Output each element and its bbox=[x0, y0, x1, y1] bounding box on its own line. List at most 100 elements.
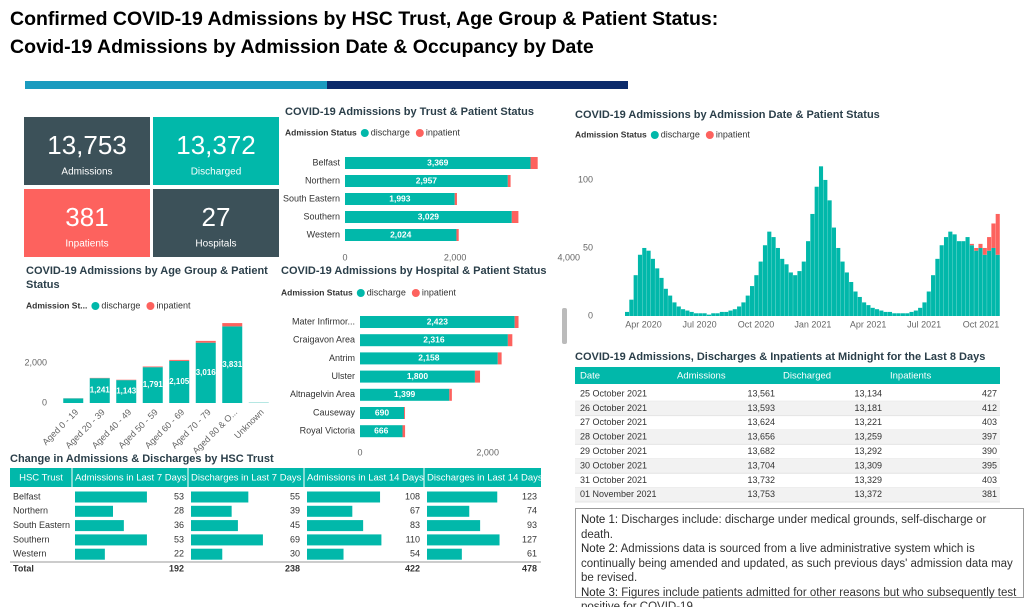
x-tick-label: 2,000 bbox=[444, 252, 467, 262]
note-label: Note 1: bbox=[581, 514, 619, 526]
cell-value: 30 October 2021 bbox=[580, 460, 647, 470]
bar-segment bbox=[681, 309, 686, 316]
legend-label: discharge bbox=[371, 127, 410, 137]
column-header: Date bbox=[580, 371, 600, 382]
cell-value: 13,309 bbox=[854, 460, 882, 470]
bar-segment bbox=[926, 291, 931, 316]
bar-segment bbox=[991, 223, 996, 248]
bar-segment bbox=[685, 310, 690, 316]
note-label: Note 3: bbox=[581, 586, 619, 599]
bar-segment bbox=[840, 261, 845, 316]
bar-segment bbox=[935, 258, 940, 316]
bar-segment bbox=[637, 254, 643, 316]
bar-segment bbox=[404, 407, 406, 419]
cell-value: 55 bbox=[290, 491, 300, 501]
row-label: Western bbox=[13, 549, 46, 559]
scrollbar[interactable] bbox=[562, 308, 567, 344]
bar-segment bbox=[142, 366, 163, 368]
cell-value: 397 bbox=[982, 432, 997, 442]
bar-segment bbox=[345, 175, 508, 187]
bar-segment bbox=[762, 245, 768, 316]
bar-segment bbox=[827, 200, 832, 316]
x-tick-label: Jan 2021 bbox=[794, 319, 831, 329]
y-tick-label: 0 bbox=[42, 397, 47, 407]
cell-value: 39 bbox=[290, 506, 300, 516]
data-label: 666 bbox=[374, 425, 388, 435]
bar-segment bbox=[849, 281, 854, 316]
bar-segment bbox=[629, 299, 634, 316]
kpi-value: 27 bbox=[202, 202, 231, 232]
bar-segment bbox=[345, 229, 457, 241]
data-label: 2,423 bbox=[427, 316, 449, 326]
bar-segment bbox=[689, 311, 694, 316]
data-bar bbox=[307, 534, 382, 546]
data-bar bbox=[307, 491, 381, 503]
bar-segment bbox=[982, 254, 987, 316]
bar-segment bbox=[497, 352, 502, 365]
data-label: 3,831 bbox=[222, 360, 243, 369]
cell-value: 412 bbox=[982, 403, 997, 413]
row-band bbox=[575, 430, 1000, 445]
cell-value: 13,561 bbox=[747, 388, 775, 398]
data-label: 690 bbox=[375, 407, 389, 417]
kpi-card bbox=[153, 117, 279, 185]
bar-segment bbox=[663, 288, 668, 316]
page-title: Confirmed COVID-19 Admissions by HSC Tru… bbox=[10, 8, 718, 30]
bar-segment bbox=[883, 311, 888, 316]
data-label: 2,316 bbox=[423, 334, 445, 344]
legend-label: inpatient bbox=[716, 129, 751, 139]
data-bar bbox=[427, 520, 481, 532]
bar-segment bbox=[741, 302, 746, 316]
cell-value: 395 bbox=[982, 460, 997, 470]
bar-segment bbox=[810, 213, 815, 316]
data-label: 1,241 bbox=[90, 386, 111, 395]
row-label: Northern bbox=[13, 506, 48, 516]
row-label: Southern bbox=[13, 534, 50, 544]
bar-segment bbox=[758, 261, 763, 316]
column-header: HSC Trust bbox=[19, 473, 63, 484]
data-bar bbox=[307, 505, 353, 517]
bar-segment bbox=[995, 213, 1000, 255]
bar-segment bbox=[956, 241, 961, 316]
column-header: Inpatients bbox=[890, 371, 931, 382]
cell-value: 93 bbox=[527, 520, 537, 530]
cell-value: 13,624 bbox=[747, 417, 775, 427]
cell-value: 27 October 2021 bbox=[580, 417, 647, 427]
bar-segment bbox=[965, 237, 970, 316]
note-text: Admissions data is sourced from a live a… bbox=[581, 543, 1013, 584]
data-bar bbox=[75, 491, 147, 503]
legend-title: Admission Status bbox=[285, 127, 357, 137]
cell-value: 108 bbox=[405, 491, 420, 501]
legend-swatch bbox=[356, 289, 365, 297]
bar-segment bbox=[918, 307, 923, 316]
cell-value: 13,329 bbox=[854, 475, 882, 485]
bar-segment bbox=[987, 237, 992, 251]
bar-segment bbox=[456, 229, 459, 241]
bar-segment bbox=[676, 306, 681, 316]
total-value: 422 bbox=[405, 563, 420, 573]
category-label: Western bbox=[307, 229, 340, 239]
data-label: 3,016 bbox=[196, 368, 217, 377]
cell-value: 31 October 2021 bbox=[580, 475, 647, 485]
bar-segment bbox=[788, 272, 793, 316]
bar-segment bbox=[866, 305, 871, 316]
bar-segment bbox=[360, 370, 475, 383]
bar-segment bbox=[507, 175, 511, 187]
note: Note 1: Discharges include: discharge un… bbox=[581, 513, 1018, 542]
data-label: 2,158 bbox=[418, 353, 440, 363]
bar-segment bbox=[530, 157, 538, 169]
cell-value: 28 bbox=[174, 506, 184, 516]
page-title: Covid-19 Admissions by Admission Date & … bbox=[10, 36, 594, 58]
bar-segment bbox=[655, 268, 660, 316]
bar-segment bbox=[870, 307, 875, 316]
cell-value: 13,372 bbox=[854, 489, 882, 499]
legend-title: Admission Status bbox=[281, 287, 353, 297]
bar-segment bbox=[63, 398, 84, 403]
bar-segment bbox=[797, 271, 802, 316]
cell-value: 45 bbox=[290, 520, 300, 530]
bar-segment bbox=[360, 388, 450, 401]
kpi-card bbox=[24, 189, 150, 257]
legend-swatch bbox=[705, 131, 714, 139]
bar-segment bbox=[633, 275, 638, 316]
